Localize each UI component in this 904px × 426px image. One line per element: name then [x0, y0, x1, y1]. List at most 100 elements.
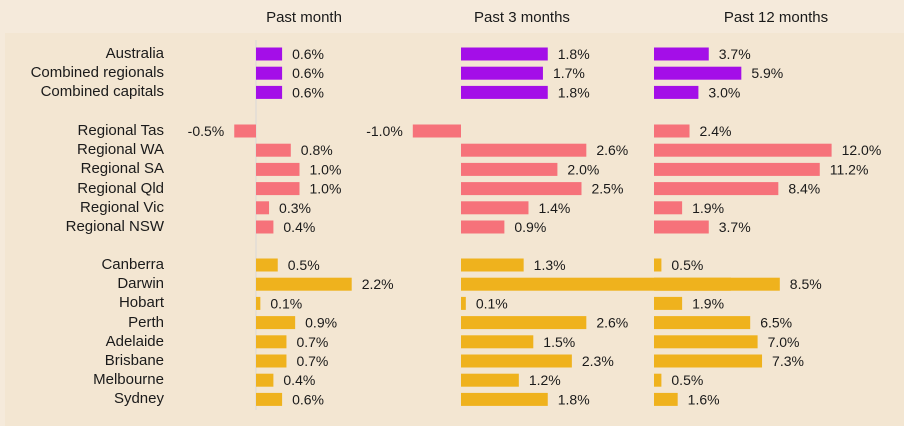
- bar-brisbane-p2: [654, 354, 763, 368]
- bar-perth-p1: [461, 316, 587, 330]
- bar-sydney-p0: [256, 392, 283, 406]
- value-label-regional-nsw-p2: 3.7%: [719, 219, 751, 235]
- value-label-combined-capitals-p1: 1.8%: [558, 84, 590, 100]
- value-label-regional-tas-p2: 2.4%: [700, 123, 732, 139]
- bar-regional-nsw-p2: [654, 220, 709, 234]
- row-label-darwin: Darwin: [117, 275, 164, 293]
- value-label-regional-sa-p0: 1.0%: [310, 161, 342, 177]
- bar-regional-tas-p1: [412, 124, 461, 138]
- value-label-regional-nsw-p1: 0.9%: [514, 219, 546, 235]
- bar-regional-wa-p2: [654, 143, 832, 157]
- value-label-regional-qld-p1: 2.5%: [592, 181, 624, 197]
- bar-regional-sa-p2: [654, 162, 820, 176]
- bar-perth-p2: [654, 316, 751, 330]
- value-label-perth-p1: 2.6%: [596, 315, 628, 331]
- bar-combined-capitals-p2: [654, 85, 699, 99]
- panel-header-past-12-months: Past 12 months: [723, 9, 829, 26]
- bar-brisbane-p1: [461, 354, 572, 368]
- value-label-adelaide-p0: 0.7%: [296, 334, 328, 350]
- row-label-hobart: Hobart: [118, 294, 164, 312]
- bar-regional-vic-p0: [256, 201, 270, 215]
- value-label-canberra-p2: 0.5%: [671, 257, 703, 273]
- bar-regional-sa-p1: [461, 162, 558, 176]
- bar-adelaide-p2: [654, 335, 758, 349]
- value-label-brisbane-p2: 7.3%: [772, 353, 804, 369]
- value-label-perth-p0: 0.9%: [305, 315, 337, 331]
- bar-combined-capitals-p0: [256, 85, 283, 99]
- row-label-regional-wa: Regional WA: [77, 141, 164, 159]
- value-label-regional-sa-p1: 2.0%: [567, 161, 599, 177]
- row-label-regional-vic: Regional Vic: [80, 198, 164, 216]
- bar-regional-nsw-p1: [461, 220, 505, 234]
- value-label-regional-vic-p2: 1.9%: [692, 200, 724, 216]
- row-label-sydney: Sydney: [113, 390, 164, 408]
- value-label-hobart-p1: 0.1%: [476, 295, 508, 311]
- bar-canberra-p2: [654, 258, 662, 272]
- value-label-melbourne-p2: 0.5%: [671, 372, 703, 388]
- bar-regional-tas-p2: [654, 124, 690, 138]
- bar-hobart-p1: [461, 296, 466, 310]
- value-label-regional-qld-p0: 1.0%: [310, 181, 342, 197]
- value-label-darwin-p0: 2.2%: [362, 276, 394, 292]
- value-label-regional-qld-p2: 8.4%: [788, 181, 820, 197]
- row-label-regional-sa: Regional SA: [80, 160, 164, 178]
- value-label-regional-vic-p0: 0.3%: [279, 200, 311, 216]
- bar-australia-p2: [654, 47, 709, 61]
- bar-darwin-p2: [654, 277, 780, 291]
- bar-canberra-p0: [256, 258, 278, 272]
- bar-australia-p1: [461, 47, 548, 61]
- bar-regional-qld-p0: [256, 182, 300, 196]
- value-label-regional-tas-p0: -0.5%: [188, 123, 225, 139]
- bar-sydney-p1: [461, 392, 548, 406]
- value-label-hobart-p2: 1.9%: [692, 295, 724, 311]
- bar-melbourne-p2: [654, 373, 662, 387]
- value-label-combined-capitals-p0: 0.6%: [292, 84, 324, 100]
- value-label-australia-p0: 0.6%: [292, 46, 324, 62]
- bar-regional-qld-p2: [654, 182, 779, 196]
- bar-regional-vic-p2: [654, 201, 683, 215]
- row-label-regional-nsw: Regional NSW: [65, 218, 164, 235]
- bar-canberra-p1: [461, 258, 524, 272]
- bar-combined-regionals-p0: [256, 66, 283, 80]
- bar-combined-regionals-p2: [654, 66, 742, 80]
- bar-regional-nsw-p0: [256, 220, 274, 234]
- value-label-sydney-p0: 0.6%: [292, 391, 324, 407]
- value-label-combined-regionals-p0: 0.6%: [292, 65, 324, 81]
- bar-perth-p0: [256, 316, 296, 330]
- bar-australia-p0: [256, 47, 283, 61]
- row-label-australia: Australia: [105, 45, 164, 62]
- row-label-combined-capitals: Combined capitals: [40, 83, 164, 101]
- value-label-sydney-p1: 1.8%: [558, 391, 590, 407]
- row-label-regional-qld: Regional Qld: [77, 179, 164, 197]
- bar-darwin-p0: [256, 277, 352, 291]
- value-label-adelaide-p1: 1.5%: [543, 334, 575, 350]
- bar-regional-qld-p1: [461, 182, 582, 196]
- bar-regional-wa-p0: [256, 143, 291, 157]
- value-label-hobart-p0: 0.1%: [270, 295, 302, 311]
- value-label-melbourne-p0: 0.4%: [283, 372, 315, 388]
- bar-regional-vic-p1: [461, 201, 529, 215]
- row-label-combined-regionals: Combined regionals: [30, 64, 164, 82]
- bar-adelaide-p1: [461, 335, 534, 349]
- value-label-melbourne-p1: 1.2%: [529, 372, 561, 388]
- value-label-regional-wa-p1: 2.6%: [596, 142, 628, 158]
- panel-header-past-month: Past month: [266, 9, 342, 26]
- value-label-regional-nsw-p0: 0.4%: [283, 219, 315, 235]
- bar-regional-tas-p0: [234, 124, 256, 138]
- value-label-regional-sa-p2: 11.2%: [830, 161, 869, 177]
- bar-combined-capitals-p1: [461, 85, 548, 99]
- row-label-canberra: Canberra: [101, 256, 164, 273]
- value-label-combined-regionals-p2: 5.9%: [751, 65, 783, 81]
- value-label-perth-p2: 6.5%: [760, 315, 792, 331]
- value-label-combined-capitals-p2: 3.0%: [708, 84, 740, 100]
- value-label-regional-vic-p1: 1.4%: [538, 200, 570, 216]
- bar-brisbane-p0: [256, 354, 287, 368]
- value-label-regional-wa-p2: 12.0%: [842, 142, 882, 158]
- value-label-australia-p1: 1.8%: [558, 46, 590, 62]
- bar-hobart-p0: [256, 296, 261, 310]
- value-label-brisbane-p0: 0.7%: [296, 353, 328, 369]
- bar-adelaide-p0: [256, 335, 287, 349]
- row-label-adelaide: Adelaide: [105, 332, 164, 350]
